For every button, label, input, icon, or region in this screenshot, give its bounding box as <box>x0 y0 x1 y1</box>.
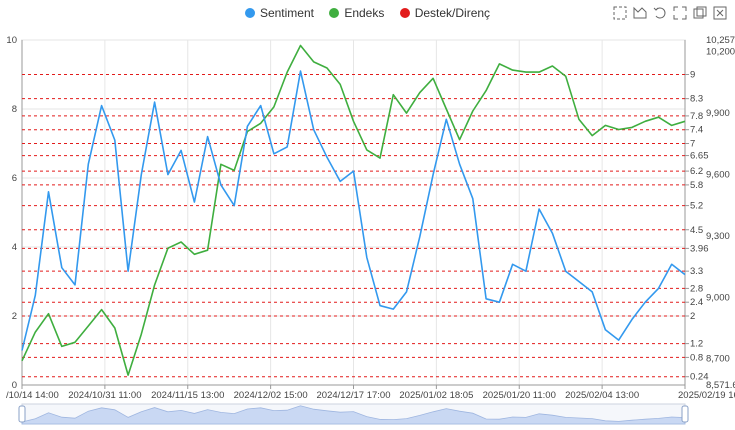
y-right-index-tick-label: 10,200 <box>706 47 735 58</box>
support-resistance-label: 0.8 <box>690 352 703 363</box>
zoom-select-icon[interactable] <box>613 6 627 20</box>
legend-marker-destek-direnc <box>399 8 410 18</box>
y-left-tick-label: 4 <box>12 242 17 253</box>
x-tick-label: 2024/10/31 11:00 <box>68 390 141 401</box>
support-resistance-label: 3.96 <box>690 243 709 254</box>
save-image-icon[interactable] <box>693 6 707 20</box>
x-tick-label: 2025/01/20 11:00 <box>483 390 556 401</box>
data-zoom-handle-right[interactable] <box>681 405 689 423</box>
x-tick-label: 2024/11/15 13:00 <box>151 390 224 401</box>
series-line-sentiment <box>21 70 686 351</box>
legend: Sentiment Endeks Destek/Direnç <box>0 6 735 21</box>
x-tick-label: 2025/01/02 18:05 <box>399 390 473 401</box>
support-resistance-label: 9 <box>690 70 695 81</box>
series-line-endeks <box>21 44 686 376</box>
close-icon[interactable] <box>713 6 727 20</box>
y-right-index-tick-label: 9,300 <box>706 231 730 242</box>
toolbox <box>613 6 727 20</box>
support-resistance-label: 7.4 <box>690 125 703 136</box>
fullscreen-icon[interactable] <box>673 6 687 20</box>
x-tick-label: /10/14 14:00 <box>6 390 59 401</box>
y-left-tick-label: 10 <box>6 35 17 46</box>
support-resistance-label: 8.3 <box>690 94 703 105</box>
y-right-index-tick-label: 9,000 <box>706 292 730 303</box>
x-tick-label: 2025/02/04 13:00 <box>565 390 639 401</box>
y-right-index-tick-label: 8,571.6 <box>706 380 735 391</box>
support-resistance-label: 0.24 <box>690 372 709 383</box>
legend-item-destek-direnc[interactable]: Destek/Direnç <box>399 6 491 20</box>
support-resistance-label: 6.65 <box>690 151 709 162</box>
y-right-index-tick-label: 9,600 <box>706 169 730 180</box>
legend-item-endeks[interactable]: Endeks <box>329 6 384 20</box>
support-resistance-label: 5.2 <box>690 201 703 212</box>
support-resistance-label: 4.5 <box>690 225 703 236</box>
support-resistance-label: 6.2 <box>690 166 703 177</box>
zoom-reset-icon[interactable] <box>633 6 647 20</box>
legend-item-sentiment[interactable]: Sentiment <box>244 6 314 20</box>
support-resistance-label: 7.8 <box>690 111 703 122</box>
data-zoom-preview <box>21 405 686 425</box>
support-resistance-label: 5.8 <box>690 180 703 191</box>
y-left-tick-label: 0 <box>12 380 17 391</box>
y-left-tick-label: 8 <box>12 104 17 115</box>
support-resistance-label: 1.2 <box>690 339 703 350</box>
x-tick-label: 2025/02/19 16:00 <box>678 390 735 401</box>
legend-marker-sentiment <box>244 8 255 18</box>
support-resistance-label: 2.4 <box>690 297 703 308</box>
y-right-index-tick-label: 9,900 <box>706 108 730 119</box>
legend-label-endeks: Endeks <box>344 6 385 20</box>
restore-icon[interactable] <box>653 6 667 20</box>
x-tick-label: 2024/12/02 15:00 <box>234 390 308 401</box>
support-resistance-label: 2.8 <box>690 283 703 294</box>
y-left-tick-label: 2 <box>12 311 17 322</box>
x-tick-label: 2024/12/17 17:00 <box>317 390 391 401</box>
y-right-index-tick-label: 8,700 <box>706 354 730 365</box>
support-resistance-label: 3.3 <box>690 266 703 277</box>
y-left-tick-label: 6 <box>12 173 17 184</box>
support-resistance-label: 7 <box>690 139 695 150</box>
data-zoom-handle-left[interactable] <box>18 405 26 423</box>
legend-label-sentiment: Sentiment <box>259 6 314 20</box>
y-right-index-tick-label: 10,257 <box>706 35 735 46</box>
legend-marker-endeks <box>329 8 340 18</box>
support-resistance-label: 2 <box>690 311 695 322</box>
legend-label-destek-direnc: Destek/Direnç <box>414 6 491 20</box>
